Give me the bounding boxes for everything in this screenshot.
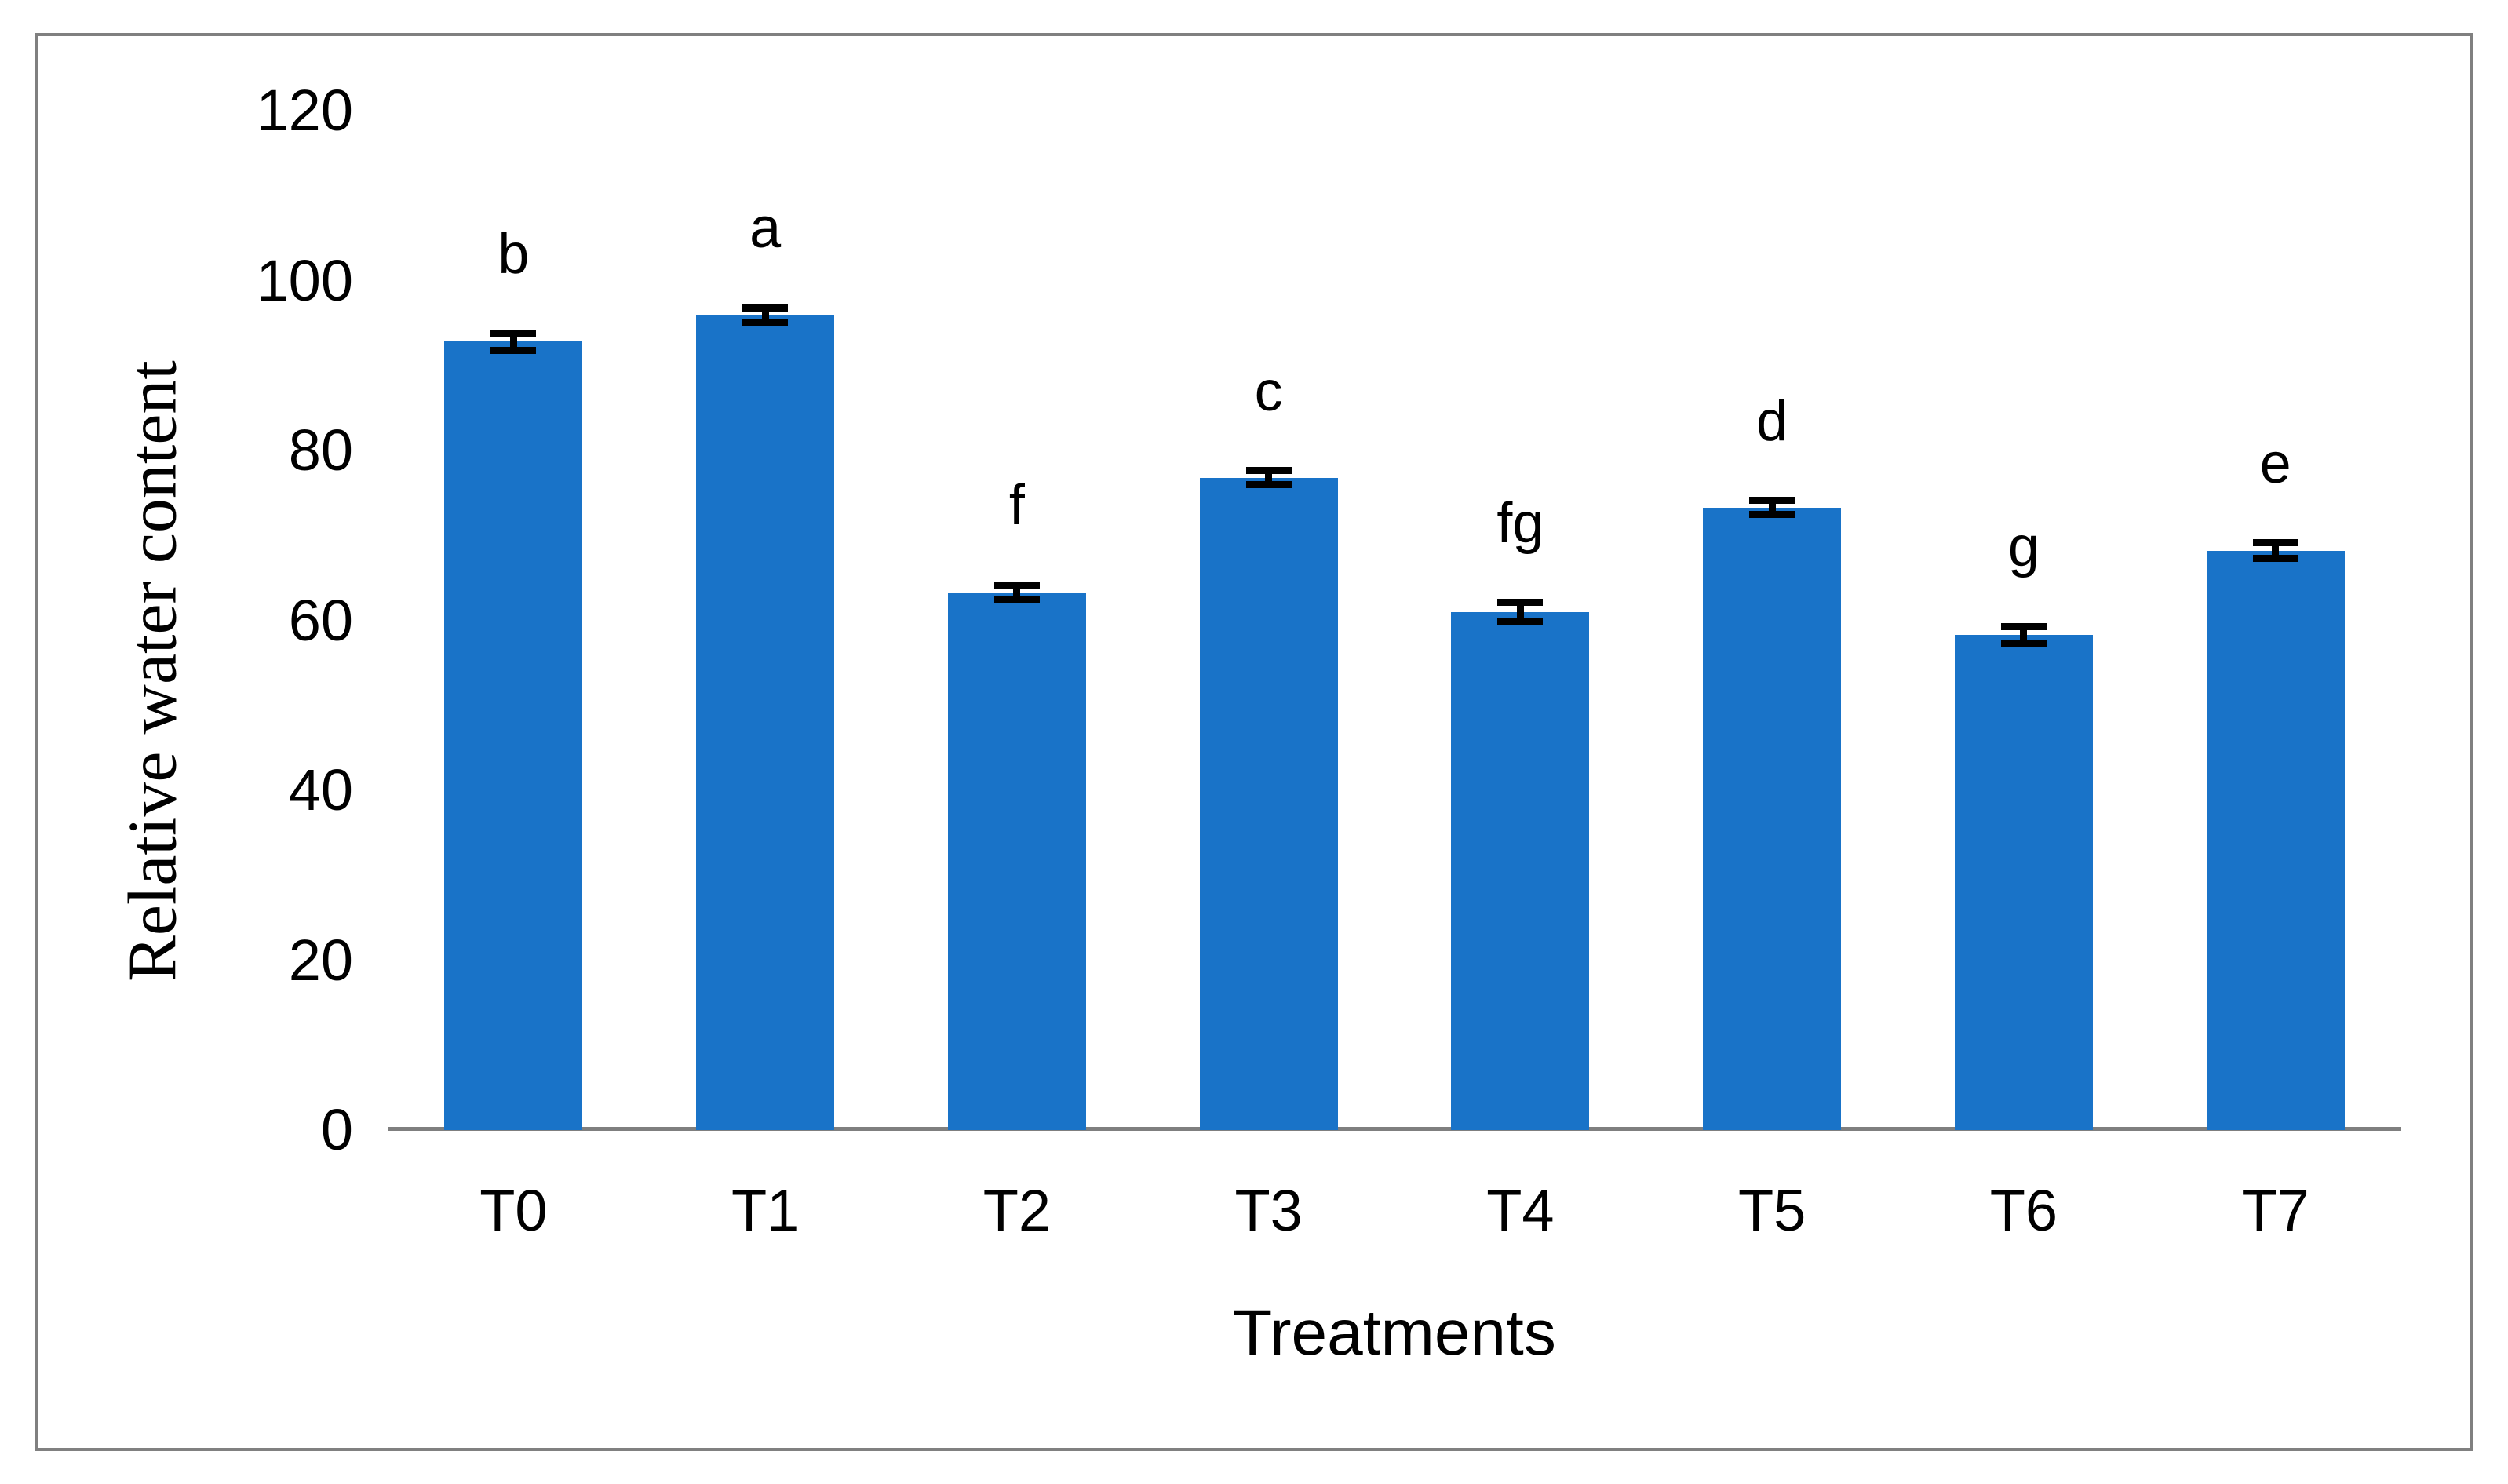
bar xyxy=(1703,507,1842,1130)
bar xyxy=(1954,634,2093,1130)
error-bar xyxy=(761,308,769,323)
significance-letter: g xyxy=(2007,516,2040,579)
y-tick-label: 60 xyxy=(288,587,353,653)
error-bar xyxy=(2252,554,2298,562)
error-bar xyxy=(2272,542,2280,559)
bar xyxy=(444,341,583,1130)
error-bar xyxy=(1013,585,1021,600)
x-tick-label: T2 xyxy=(982,1178,1052,1243)
x-axis-line xyxy=(388,1127,2401,1131)
error-bar xyxy=(993,596,1040,604)
y-tick-label: 80 xyxy=(288,417,353,483)
significance-letter: b xyxy=(498,222,530,286)
bar xyxy=(947,592,1086,1130)
bar xyxy=(1199,477,1338,1130)
error-bar xyxy=(2000,640,2047,647)
error-bar xyxy=(490,330,537,337)
significance-letter: e xyxy=(2259,432,2291,495)
y-tick-label: 20 xyxy=(288,927,353,993)
significance-letter: f xyxy=(1008,474,1025,538)
error-bar xyxy=(1497,618,1544,625)
error-bar xyxy=(1265,470,1273,485)
error-bar xyxy=(1749,510,1795,518)
error-bar xyxy=(1516,602,1524,622)
significance-letter: d xyxy=(1756,389,1788,453)
y-tick-label: 0 xyxy=(320,1097,353,1162)
error-bar xyxy=(1497,599,1544,607)
x-tick-label: T5 xyxy=(1737,1178,1806,1243)
x-tick-label: T7 xyxy=(2241,1178,2309,1243)
x-tick-label: T3 xyxy=(1234,1178,1303,1243)
y-tick-label: 40 xyxy=(288,757,353,822)
x-tick-label: T4 xyxy=(1486,1178,1555,1243)
x-tick-label: T6 xyxy=(1989,1178,2058,1243)
significance-letter: c xyxy=(1254,359,1283,423)
error-bar xyxy=(1245,467,1292,475)
error-bar xyxy=(1768,500,1776,515)
bar xyxy=(1451,611,1590,1130)
error-bar xyxy=(993,581,1040,589)
error-bar xyxy=(2252,539,2298,547)
error-bar xyxy=(490,346,537,354)
x-tick-label: T0 xyxy=(479,1178,548,1243)
bar xyxy=(2206,550,2345,1130)
error-bar xyxy=(509,333,517,351)
significance-letter: a xyxy=(749,197,782,261)
significance-letter: fg xyxy=(1496,491,1544,555)
x-axis-title: Treatments xyxy=(1233,1297,1556,1369)
error-bar xyxy=(2020,626,2028,644)
error-bar xyxy=(1245,480,1292,488)
y-tick-label: 100 xyxy=(256,247,353,313)
error-bar xyxy=(742,319,789,327)
error-bar xyxy=(2000,622,2047,630)
bar xyxy=(696,315,835,1130)
error-bar xyxy=(1749,497,1795,505)
error-bar xyxy=(742,304,789,312)
x-tick-label: T1 xyxy=(731,1178,800,1243)
y-tick-label: 120 xyxy=(256,78,353,143)
